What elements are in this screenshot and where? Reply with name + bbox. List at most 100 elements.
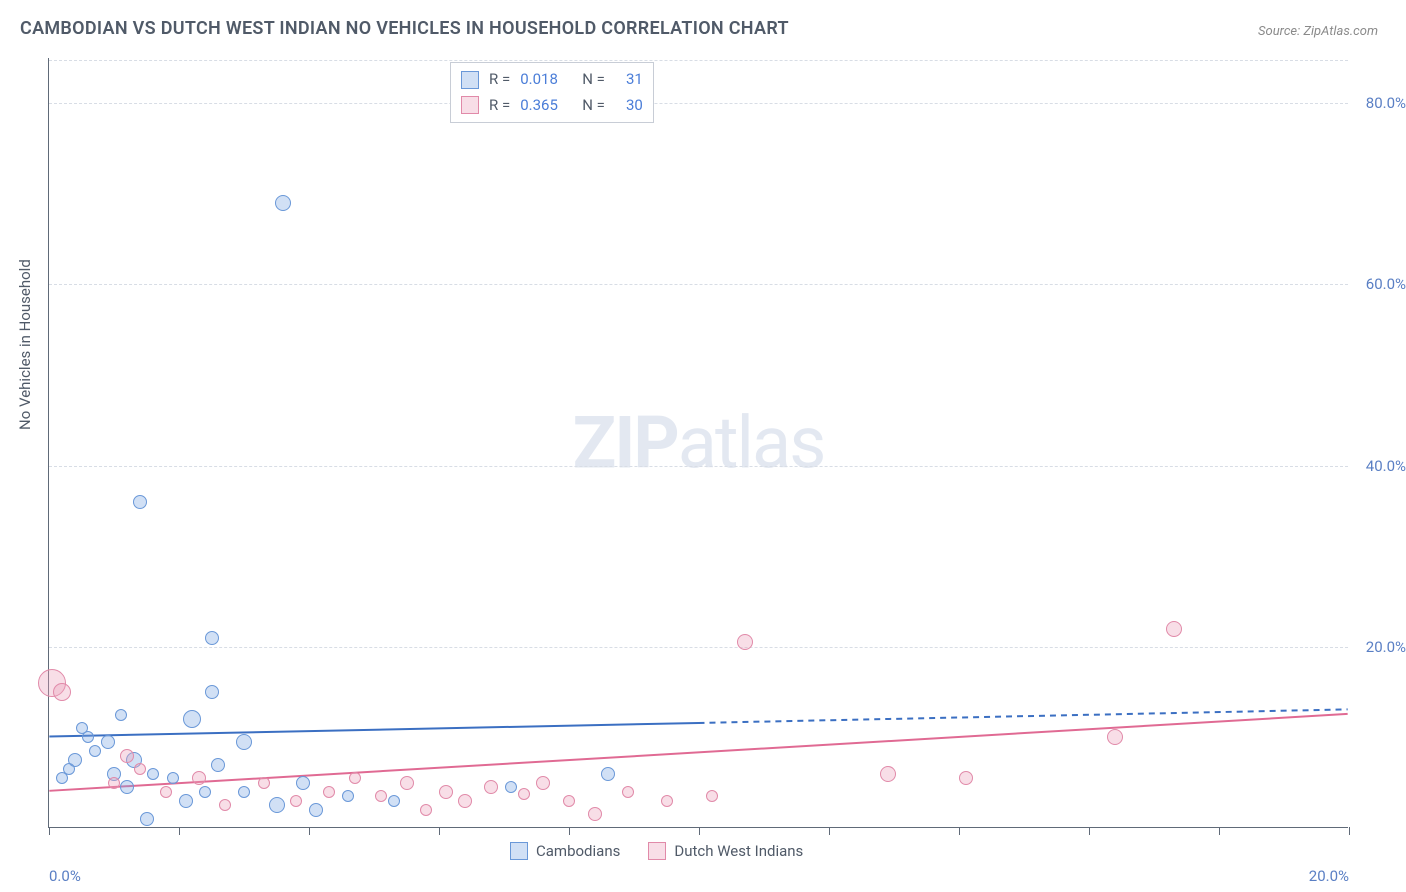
gridline — [49, 466, 1348, 467]
data-point — [296, 776, 310, 790]
source-name: ZipAtlas.com — [1303, 24, 1378, 39]
gridline — [49, 103, 1348, 104]
data-point — [420, 804, 432, 816]
data-point — [56, 772, 68, 784]
data-point — [108, 777, 120, 789]
x-tick-label: 0.0% — [49, 867, 81, 885]
gridline — [49, 284, 1348, 285]
data-point — [484, 780, 498, 794]
data-point — [134, 763, 146, 775]
data-point — [199, 786, 211, 798]
x-tick-mark — [569, 827, 570, 835]
gridline — [49, 647, 1348, 648]
legend-swatch — [510, 842, 528, 860]
data-point — [192, 771, 206, 785]
correlation-legend: R = 0.018 N = 31 R = 0.365 N = 30 — [450, 62, 654, 123]
chart-container: CAMBODIAN VS DUTCH WEST INDIAN NO VEHICL… — [0, 0, 1406, 892]
data-point — [588, 807, 602, 821]
y-tick-label: 20.0% — [1366, 638, 1406, 656]
legend-label: Dutch West Indians — [674, 842, 803, 860]
data-point — [236, 734, 252, 750]
trend-line-extension — [699, 709, 1348, 723]
data-point — [458, 794, 472, 808]
data-point — [439, 785, 453, 799]
data-point — [706, 790, 718, 802]
correlation-legend-row: R = 0.018 N = 31 — [461, 67, 643, 93]
data-point — [160, 786, 172, 798]
x-tick-mark — [1349, 827, 1350, 835]
data-point — [120, 749, 134, 763]
data-point — [309, 803, 323, 817]
data-point — [120, 780, 134, 794]
legend-item: Cambodians — [510, 842, 620, 860]
gridline — [49, 60, 1348, 61]
x-tick-mark — [699, 827, 700, 835]
n-value: 31 — [615, 67, 643, 93]
r-value: 0.365 — [520, 93, 572, 119]
legend-label: Cambodians — [536, 842, 620, 860]
data-point — [323, 786, 335, 798]
y-tick-label: 60.0% — [1366, 275, 1406, 293]
x-tick-mark — [1219, 827, 1220, 835]
r-value: 0.018 — [520, 67, 572, 93]
x-tick-mark — [179, 827, 180, 835]
data-point — [388, 795, 400, 807]
data-point — [211, 758, 225, 772]
correlation-legend-row: R = 0.365 N = 30 — [461, 93, 643, 119]
data-point — [140, 812, 154, 826]
data-point — [183, 710, 201, 728]
x-tick-mark — [439, 827, 440, 835]
data-point — [82, 731, 94, 743]
r-label: R = — [489, 67, 510, 93]
x-tick-mark — [1089, 827, 1090, 835]
data-point — [269, 797, 285, 813]
trend-lines — [49, 58, 1348, 827]
data-point — [737, 634, 753, 650]
n-label: N = — [582, 93, 605, 119]
legend-swatch — [648, 842, 666, 860]
data-point — [601, 767, 615, 781]
x-tick-mark — [959, 827, 960, 835]
data-point — [179, 794, 193, 808]
data-point — [661, 795, 673, 807]
data-point — [258, 777, 270, 789]
data-point — [238, 786, 250, 798]
data-point — [290, 795, 302, 807]
r-label: R = — [489, 93, 510, 119]
n-value: 30 — [615, 93, 643, 119]
data-point — [205, 631, 219, 645]
legend-swatch — [461, 96, 479, 114]
data-point — [622, 786, 634, 798]
x-tick-label: 20.0% — [1309, 867, 1349, 885]
data-point — [1166, 621, 1182, 637]
data-point — [133, 495, 147, 509]
data-point — [880, 766, 896, 782]
n-label: N = — [582, 67, 605, 93]
trend-line — [49, 723, 698, 737]
data-point — [205, 685, 219, 699]
data-point — [147, 768, 159, 780]
data-point — [400, 776, 414, 790]
data-point — [518, 788, 530, 800]
data-point — [375, 790, 387, 802]
source-prefix: Source: — [1258, 24, 1303, 39]
y-tick-label: 40.0% — [1366, 457, 1406, 475]
data-point — [115, 709, 127, 721]
data-point — [167, 772, 179, 784]
data-point — [342, 790, 354, 802]
data-point — [505, 781, 517, 793]
trend-line — [49, 714, 1347, 791]
data-point — [53, 683, 71, 701]
data-point — [1107, 729, 1123, 745]
legend-item: Dutch West Indians — [648, 842, 803, 860]
data-point — [536, 776, 550, 790]
chart-source: Source: ZipAtlas.com — [1258, 24, 1378, 39]
plot-area: ZIPatlas 20.0%40.0%60.0%80.0%0.0%20.0% — [48, 58, 1348, 828]
data-point — [219, 799, 231, 811]
data-point — [275, 195, 291, 211]
data-point — [101, 735, 115, 749]
x-tick-mark — [309, 827, 310, 835]
data-point — [959, 771, 973, 785]
series-legend: Cambodians Dutch West Indians — [510, 842, 803, 860]
x-tick-mark — [49, 827, 50, 835]
